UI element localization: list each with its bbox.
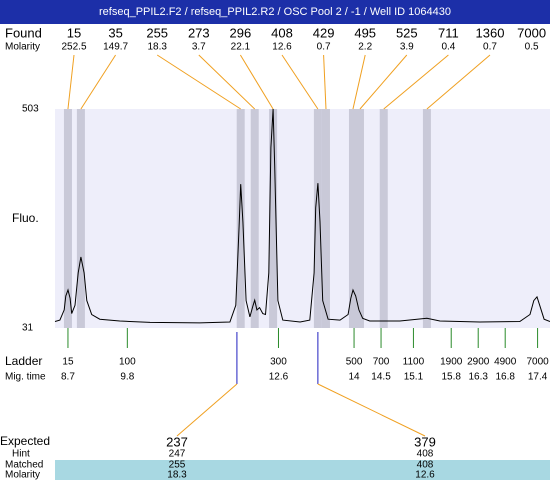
found-size: 711 — [438, 25, 459, 40]
peak-band — [321, 109, 330, 328]
expected-connector — [176, 383, 238, 437]
peak-connector — [359, 54, 408, 110]
found-size: 495 — [354, 25, 376, 40]
found-molarity: 0.7 — [317, 42, 331, 53]
found-label: Found — [5, 25, 42, 40]
title: refseq_PPIL2.F2 / refseq_PPIL2.R2 / OSC … — [99, 6, 451, 18]
peak-connector — [198, 54, 256, 110]
expected-molarity: 12.6 — [415, 470, 435, 480]
found-molarity: 0.4 — [441, 42, 455, 53]
peak-connector — [323, 54, 327, 110]
molarity-label: Molarity — [5, 42, 40, 53]
expected-label: Expected — [0, 434, 50, 448]
y-tick-label: 503 — [22, 104, 39, 115]
matched-label: Matched — [5, 460, 43, 471]
peak-band — [250, 109, 259, 328]
peak-band — [422, 109, 431, 328]
peak-band — [269, 109, 278, 328]
ladder-size: 2900 — [467, 357, 490, 368]
found-size: 296 — [230, 25, 252, 40]
ladder-size: 300 — [270, 357, 287, 368]
found-size: 1360 — [476, 25, 505, 40]
expected-size: 237 — [166, 434, 188, 449]
hint-size: 408 — [417, 449, 434, 460]
expected-molarity: 18.3 — [167, 470, 187, 480]
peak-connector — [67, 54, 75, 110]
ladder-time: 15.1 — [404, 372, 424, 383]
peak-band — [63, 109, 72, 328]
found-molarity: 149.7 — [103, 42, 128, 53]
plot-area — [55, 109, 550, 328]
mig-time-label: Mig. time — [5, 372, 46, 383]
found-molarity: 0.7 — [483, 42, 497, 53]
found-molarity: 3.7 — [192, 42, 206, 53]
peak-connector — [239, 54, 274, 110]
found-size: 7000 — [517, 25, 546, 40]
ladder-size: 100 — [119, 357, 136, 368]
hint-label: Hint — [12, 449, 30, 460]
found-size: 429 — [313, 25, 335, 40]
found-size: 15 — [67, 25, 81, 40]
found-molarity: 22.1 — [231, 42, 251, 53]
found-molarity: 252.5 — [61, 42, 86, 53]
found-size: 525 — [396, 25, 418, 40]
expected-connector — [317, 383, 426, 437]
hint-size: 247 — [169, 449, 186, 460]
ladder-time: 17.4 — [528, 372, 548, 383]
matched-row-bg — [55, 460, 550, 480]
peak-connector — [80, 54, 117, 110]
peak-band — [76, 109, 85, 328]
found-size: 255 — [146, 25, 168, 40]
found-size: 273 — [188, 25, 210, 40]
peak-band — [348, 109, 357, 328]
found-molarity: 12.6 — [272, 42, 292, 53]
ladder-time: 15.8 — [441, 372, 461, 383]
y-axis-label: Fluo. — [12, 211, 39, 225]
matched-size: 255 — [169, 460, 186, 471]
expected-molarity-label: Molarity — [5, 470, 40, 480]
peak-connector — [426, 54, 491, 110]
ladder-time: 14 — [348, 372, 360, 383]
peak-band — [313, 109, 322, 328]
found-molarity: 3.9 — [400, 42, 414, 53]
peak-connector — [352, 54, 366, 110]
y-tick-label: 31 — [22, 323, 34, 334]
peak-band — [379, 109, 388, 328]
peak-band — [236, 109, 245, 328]
ladder-size: 500 — [346, 357, 363, 368]
ladder-size: 15 — [62, 357, 74, 368]
found-molarity: 2.2 — [358, 42, 372, 53]
found-molarity: 18.3 — [147, 42, 167, 53]
expected-size: 379 — [414, 434, 436, 449]
peak-connector — [156, 54, 241, 110]
ladder-size: 4900 — [494, 357, 517, 368]
trace-line — [54, 108, 550, 324]
peak-band — [355, 109, 364, 328]
found-size: 408 — [271, 25, 293, 40]
matched-size: 408 — [417, 460, 434, 471]
ladder-time: 16.8 — [495, 372, 515, 383]
ladder-label: Ladder — [5, 354, 42, 368]
ladder-size: 1900 — [440, 357, 463, 368]
found-molarity: 0.5 — [525, 42, 539, 53]
title-bar — [0, 0, 550, 24]
ladder-size: 1100 — [403, 357, 425, 368]
ladder-size: 7000 — [526, 357, 549, 368]
peak-connector — [383, 54, 449, 110]
ladder-time: 14.5 — [371, 372, 391, 383]
found-size: 35 — [108, 25, 122, 40]
peak-connector — [281, 54, 319, 110]
ladder-size: 700 — [373, 357, 390, 368]
ladder-time: 8.7 — [61, 372, 75, 383]
ladder-time: 9.8 — [120, 372, 134, 383]
ladder-time: 12.6 — [269, 372, 289, 383]
ladder-time: 16.3 — [468, 372, 488, 383]
